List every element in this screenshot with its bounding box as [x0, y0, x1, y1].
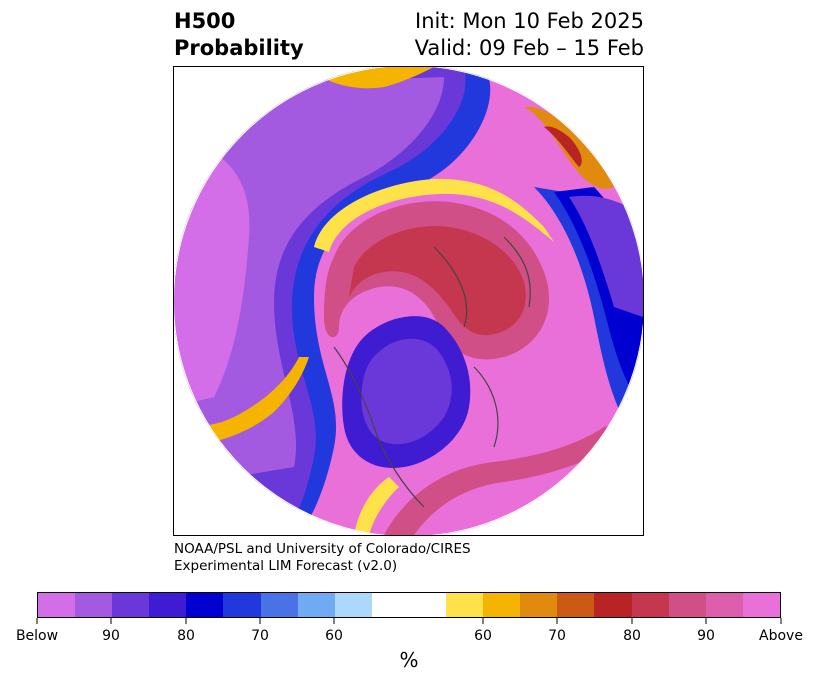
valid-dates: Valid: 09 Feb – 15 Feb	[414, 36, 644, 60]
colorbar-segment	[631, 593, 669, 617]
colorbar-segment	[297, 593, 335, 617]
colorbar-tick-label: 70	[251, 628, 269, 644]
colorbar-segment	[742, 593, 780, 617]
colorbar-segment	[149, 593, 187, 617]
colorbar-segment	[408, 593, 447, 617]
colorbar-segment	[520, 593, 558, 617]
colorbar-tick-label: 80	[177, 628, 195, 644]
colorbar-segment	[260, 593, 298, 617]
title-kind: Probability	[174, 36, 304, 60]
colorbar-segment	[186, 593, 224, 617]
credit: NOAA/PSL and University of Colorado/CIRE…	[174, 541, 471, 575]
map-title: H500 Probability	[174, 8, 304, 62]
colorbar-segment	[112, 593, 150, 617]
colorbar-segment	[75, 593, 113, 617]
colorbar-segment	[446, 593, 484, 617]
colorbar-tick-label: 60	[474, 628, 492, 644]
colorbar-segment	[334, 593, 372, 617]
colorbar-segment	[38, 593, 76, 617]
colorbar-tick-label: 70	[548, 628, 566, 644]
colorbar-ticks	[36, 618, 782, 624]
colorbar-tick-label: 90	[102, 628, 120, 644]
colorbar-unit: %	[399, 648, 419, 672]
colorbar-segment	[594, 593, 632, 617]
forecast-dates: Init: Mon 10 Feb 2025 Valid: 09 Feb – 15…	[415, 8, 644, 62]
colorbar-tick-label: 60	[325, 628, 343, 644]
colorbar-segment	[483, 593, 521, 617]
colorbar-tick-label: Above	[759, 628, 803, 644]
colorbar-segment	[223, 593, 261, 617]
polar-map-svg	[174, 67, 643, 535]
colorbar-tick-label: 80	[623, 628, 641, 644]
colorbar-segment	[668, 593, 706, 617]
title-variable: H500	[174, 9, 236, 33]
colorbar-segment	[371, 593, 409, 617]
colorbar	[37, 592, 781, 618]
colorbar-tick-label: 90	[697, 628, 715, 644]
credit-line-1: NOAA/PSL and University of Colorado/CIRE…	[174, 541, 471, 557]
colorbar-tick-label: Below	[15, 628, 59, 644]
credit-line-2: Experimental LIM Forecast (v2.0)	[174, 558, 398, 574]
colorbar-segment	[557, 593, 595, 617]
probability-map	[173, 66, 644, 536]
init-date: Init: Mon 10 Feb 2025	[415, 9, 644, 33]
colorbar-segment	[705, 593, 743, 617]
